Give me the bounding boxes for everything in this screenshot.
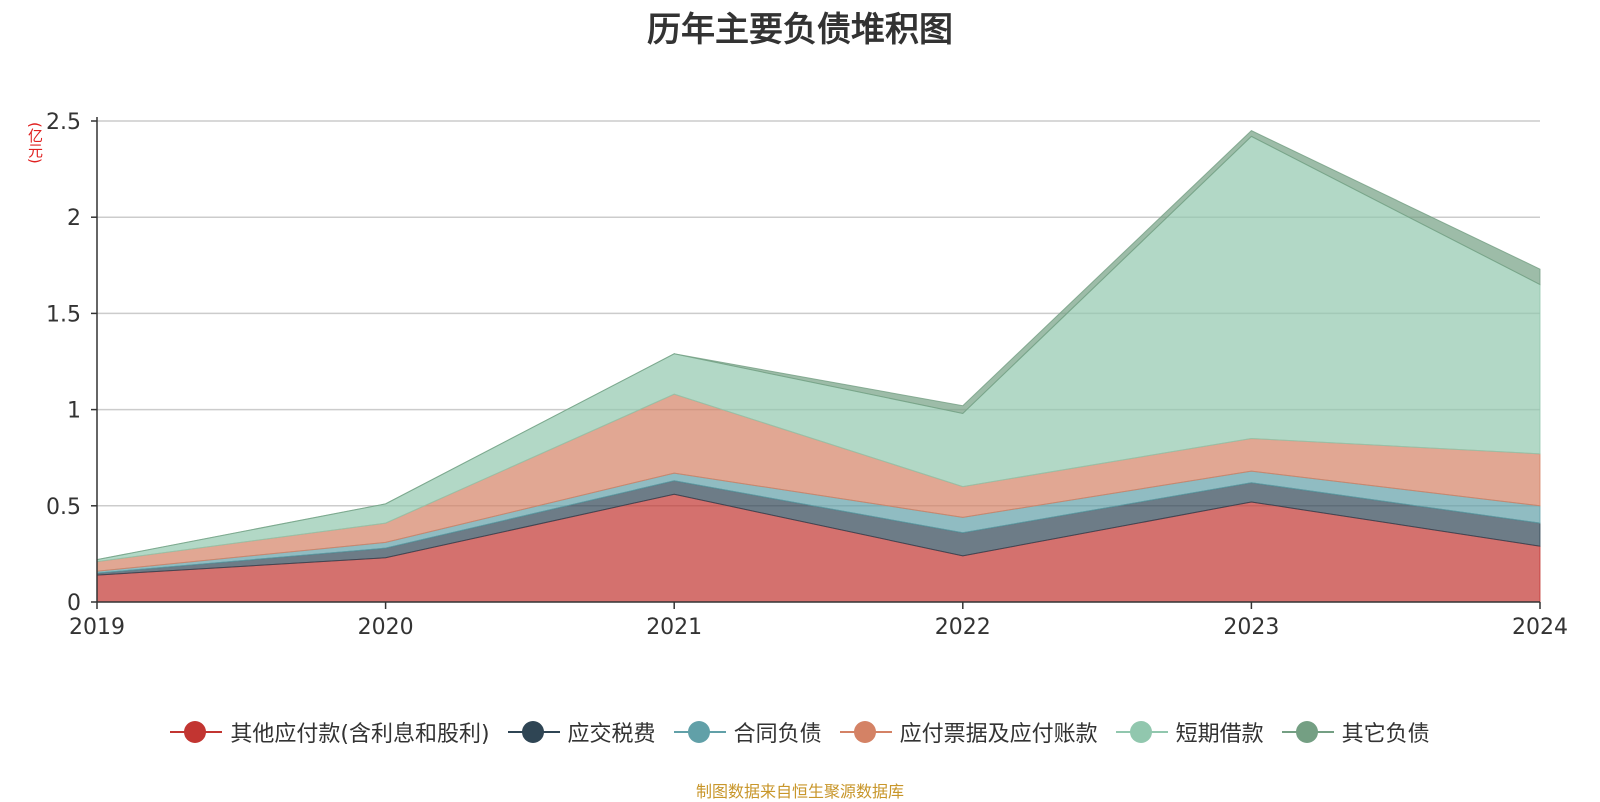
legend: 其他应付款(含利息和股利) 应交税费 合同负债 应付票据及应付账款 短期借款 其它负债 <box>0 716 1600 748</box>
legend-label: 其它负债 <box>1341 722 1430 747</box>
data-source-note: 制图数据来自恒生聚源数据库 <box>695 782 904 801</box>
legend-marker-icon <box>839 720 892 744</box>
legend-marker-icon <box>1115 720 1168 744</box>
x-tick-label: 2019 <box>69 615 125 640</box>
chart-title: 历年主要负债堆积图 <box>647 10 953 50</box>
y-tick-label: 2.5 <box>46 110 81 135</box>
legend-label: 其他应付款(含利息和股利) <box>230 722 490 747</box>
y-tick-label: 1.5 <box>46 302 81 327</box>
legend-label: 短期借款 <box>1175 722 1264 747</box>
x-tick-label: 2020 <box>358 615 414 640</box>
legend-label: 应交税费 <box>567 722 656 747</box>
x-tick-label: 2023 <box>1223 615 1279 640</box>
legend-item[interactable]: 其他应付款(含利息和股利) <box>170 716 490 748</box>
y-tick-label: 0 <box>67 591 81 616</box>
legend-item[interactable]: 短期借款 <box>1115 716 1264 748</box>
legend-marker-icon <box>673 720 726 744</box>
y-tick-label: 1 <box>67 399 81 424</box>
area-series-5 <box>96 130 1541 561</box>
area-series <box>96 130 1541 603</box>
y-axis-unit-label: (亿元) <box>26 122 44 164</box>
legend-label: 合同负债 <box>733 722 822 747</box>
legend-item[interactable]: 应交税费 <box>507 716 656 748</box>
x-tick-label: 2021 <box>646 615 702 640</box>
legend-item[interactable]: 应付票据及应付账款 <box>839 716 1098 748</box>
x-tick-label: 2022 <box>935 615 991 640</box>
x-tick-label: 2024 <box>1512 615 1568 640</box>
legend-marker-icon <box>1281 720 1334 744</box>
axes: 0 0.5 1 1.5 2 2.5 2019 2020 2021 2022 2023 2024 <box>46 110 1568 640</box>
y-tick-label: 0.5 <box>46 495 81 520</box>
legend-label: 应付票据及应付账款 <box>899 722 1098 747</box>
legend-marker-icon <box>170 720 223 744</box>
legend-item[interactable]: 合同负债 <box>673 716 822 748</box>
legend-marker-icon <box>507 720 560 744</box>
legend-item[interactable]: 其它负债 <box>1281 716 1430 748</box>
y-tick-label: 2 <box>67 206 81 231</box>
